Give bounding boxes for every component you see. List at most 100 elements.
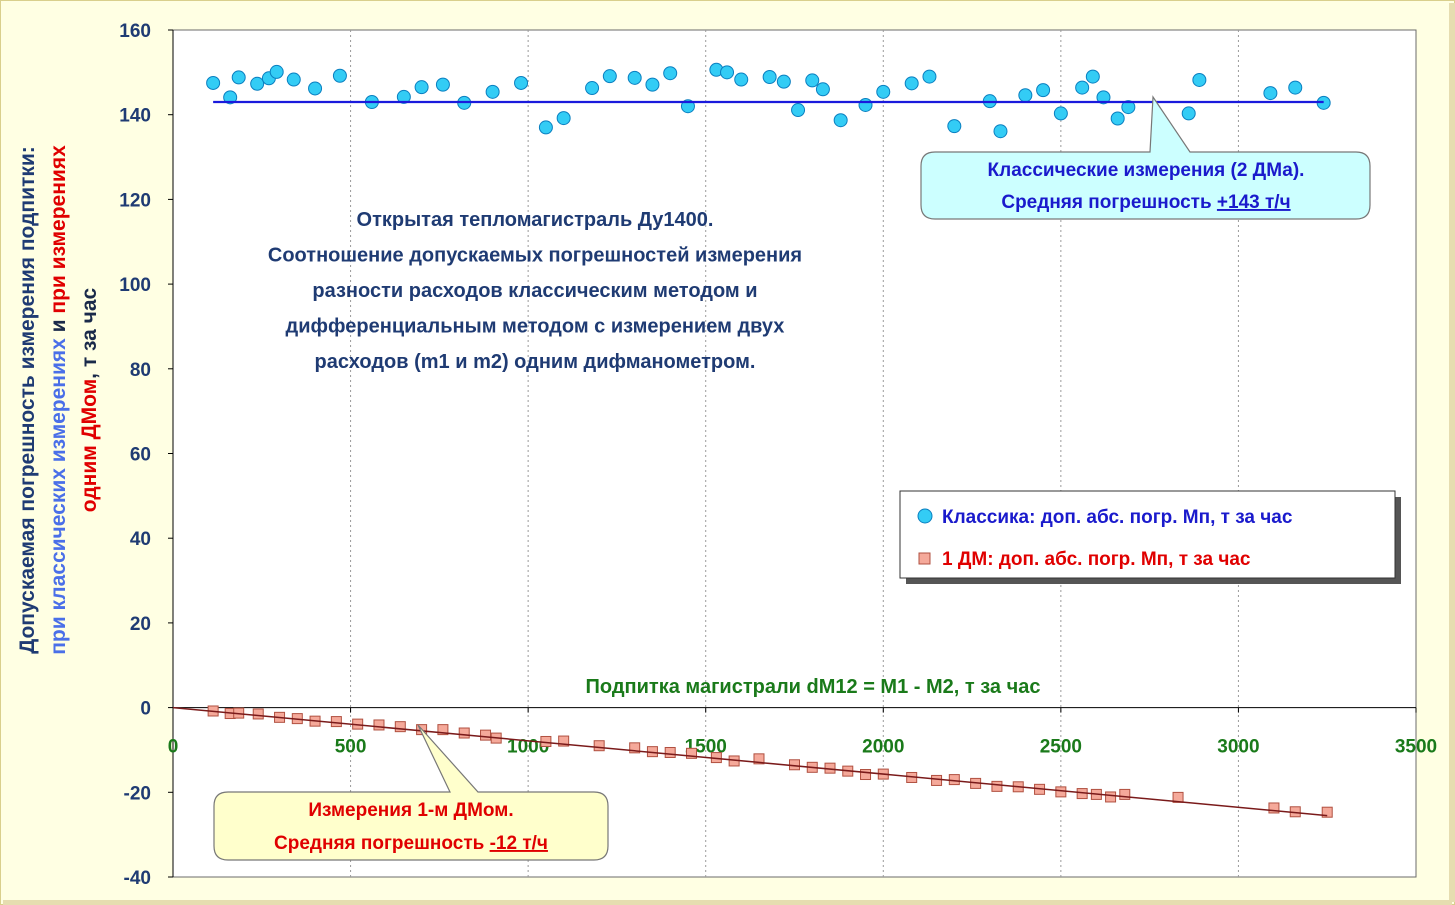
- point-1dm: [1321, 806, 1333, 818]
- point-classic: [556, 111, 571, 126]
- x-axis-label: Подпитка магистрали dM12 = M1 - M2, т за…: [586, 676, 1041, 698]
- point-classic: [231, 70, 246, 85]
- y-tick-label: 100: [119, 275, 151, 296]
- point-classic: [1288, 80, 1303, 95]
- point-classic: [805, 73, 820, 88]
- point-classic: [396, 89, 411, 104]
- point-1dm: [330, 716, 342, 728]
- point-1dm: [1119, 788, 1131, 800]
- point-1dm: [593, 740, 605, 752]
- point-classic: [1085, 69, 1100, 84]
- y-tick-label: -40: [124, 868, 151, 889]
- x-tick-label: 500: [335, 737, 367, 758]
- callout-classic-box: [920, 95, 1371, 220]
- x-tick-label: 3500: [1395, 737, 1437, 758]
- x-tick-label: 3000: [1217, 737, 1259, 758]
- callout-1dm: Измерения 1-м ДМом. Средняя погрешность …: [213, 724, 609, 861]
- callout-1dm-value: -12 т/ч: [490, 833, 548, 854]
- x-tick-label: 2500: [1040, 737, 1082, 758]
- series-classic-points: [206, 62, 1331, 139]
- y-axis-label-line2: при классических измерениях и при измере…: [47, 145, 70, 655]
- point-1dm: [629, 742, 641, 754]
- point-classic: [734, 72, 749, 87]
- point-classic: [223, 90, 238, 105]
- point-classic: [858, 97, 873, 112]
- callout-classic: Классические измерения (2 ДМа). Средняя …: [920, 95, 1371, 220]
- y-tick-label: 120: [119, 190, 151, 211]
- point-classic: [791, 103, 806, 118]
- chart-title-line: Соотношение допускаемых погрешностей изм…: [268, 245, 802, 267]
- point-1dm: [394, 721, 406, 733]
- y-axis-label-line1: Допускаемая погрешность измерения подпит…: [16, 146, 39, 654]
- point-classic: [1263, 86, 1278, 101]
- point-1dm: [1055, 786, 1067, 798]
- point-classic: [1053, 106, 1068, 121]
- point-classic: [1036, 83, 1051, 98]
- y-tick-label: 60: [130, 445, 151, 466]
- chart-title-line: расходов (m1 и m2) одним дифманометром.: [315, 351, 756, 373]
- point-classic: [947, 119, 962, 134]
- point-classic: [332, 68, 347, 83]
- point-classic: [1121, 100, 1136, 115]
- point-1dm: [931, 774, 943, 786]
- y-axis-label: Допускаемая погрешность измерения подпит…: [12, 40, 122, 760]
- callout-classic-line1: Классические измерения (2 ДМа).: [988, 160, 1305, 181]
- point-classic: [663, 66, 678, 81]
- point-classic: [269, 64, 284, 79]
- y-tick-label: 140: [119, 106, 151, 127]
- trend-line-1dm: [172, 706, 1328, 817]
- chart-title-line: разности расходов классическим методом и: [312, 280, 757, 302]
- point-classic: [414, 80, 429, 95]
- point-1dm: [991, 780, 1003, 792]
- point-classic: [585, 81, 600, 96]
- point-classic: [922, 69, 937, 84]
- point-classic: [645, 77, 660, 92]
- point-classic: [876, 84, 891, 99]
- point-1dm: [686, 747, 698, 759]
- point-1dm: [1268, 802, 1280, 814]
- frame-shadow-bottom: [3, 900, 1452, 905]
- point-classic: [815, 82, 830, 97]
- point-1dm: [252, 708, 264, 720]
- point-classic: [308, 81, 323, 96]
- point-classic: [206, 75, 221, 90]
- callout-1dm-line2: Средняя погрешность -12 т/ч: [274, 833, 548, 854]
- point-1dm: [480, 729, 492, 741]
- point-classic: [1192, 72, 1207, 87]
- y-tick-label: 160: [119, 21, 151, 42]
- point-classic: [833, 113, 848, 128]
- chart-title-line: дифференциальным методом с измерением дв…: [286, 316, 785, 338]
- legend-label-1dm: 1 ДМ: доп. абс. погр. Мп, т за час: [942, 549, 1251, 570]
- point-classic: [762, 70, 777, 85]
- point-1dm: [373, 719, 385, 731]
- point-classic: [776, 74, 791, 89]
- x-tick-label: 0: [168, 737, 179, 758]
- y-tick-label: 0: [140, 699, 151, 720]
- axes: [168, 29, 1417, 878]
- frame-shadow: [1449, 3, 1455, 902]
- point-classic: [1181, 106, 1196, 121]
- point-1dm: [1105, 791, 1117, 803]
- point-1dm: [664, 746, 676, 758]
- y-tick-label: 20: [130, 614, 151, 635]
- legend: Классика: доп. абс. погр. Мп, т за час 1…: [899, 490, 1401, 584]
- y-tick-label: 80: [130, 360, 151, 381]
- point-classic: [514, 75, 529, 90]
- point-classic: [485, 84, 500, 99]
- point-classic: [1110, 111, 1125, 126]
- callout-1dm-line1: Измерения 1-м ДМом.: [308, 800, 513, 821]
- point-1dm: [458, 727, 470, 739]
- legend-marker-classic: [917, 508, 933, 524]
- chart-title: Открытая тепломагистраль Ду1400. Соотноше…: [268, 209, 802, 373]
- legend-label-classic: Классика: доп. абс. погр. Мп, т за час: [942, 507, 1293, 528]
- point-1dm: [558, 735, 570, 747]
- point-classic: [538, 120, 553, 135]
- trend-lines: [172, 100, 1328, 817]
- point-classic: [286, 72, 301, 87]
- callout-classic-value: +143 т/ч: [1217, 192, 1291, 213]
- point-1dm: [860, 769, 872, 781]
- callout-classic-line2: Средняя погрешность +143 т/ч: [1001, 192, 1290, 213]
- legend-marker-1dm: [918, 552, 931, 565]
- point-1dm: [437, 724, 449, 736]
